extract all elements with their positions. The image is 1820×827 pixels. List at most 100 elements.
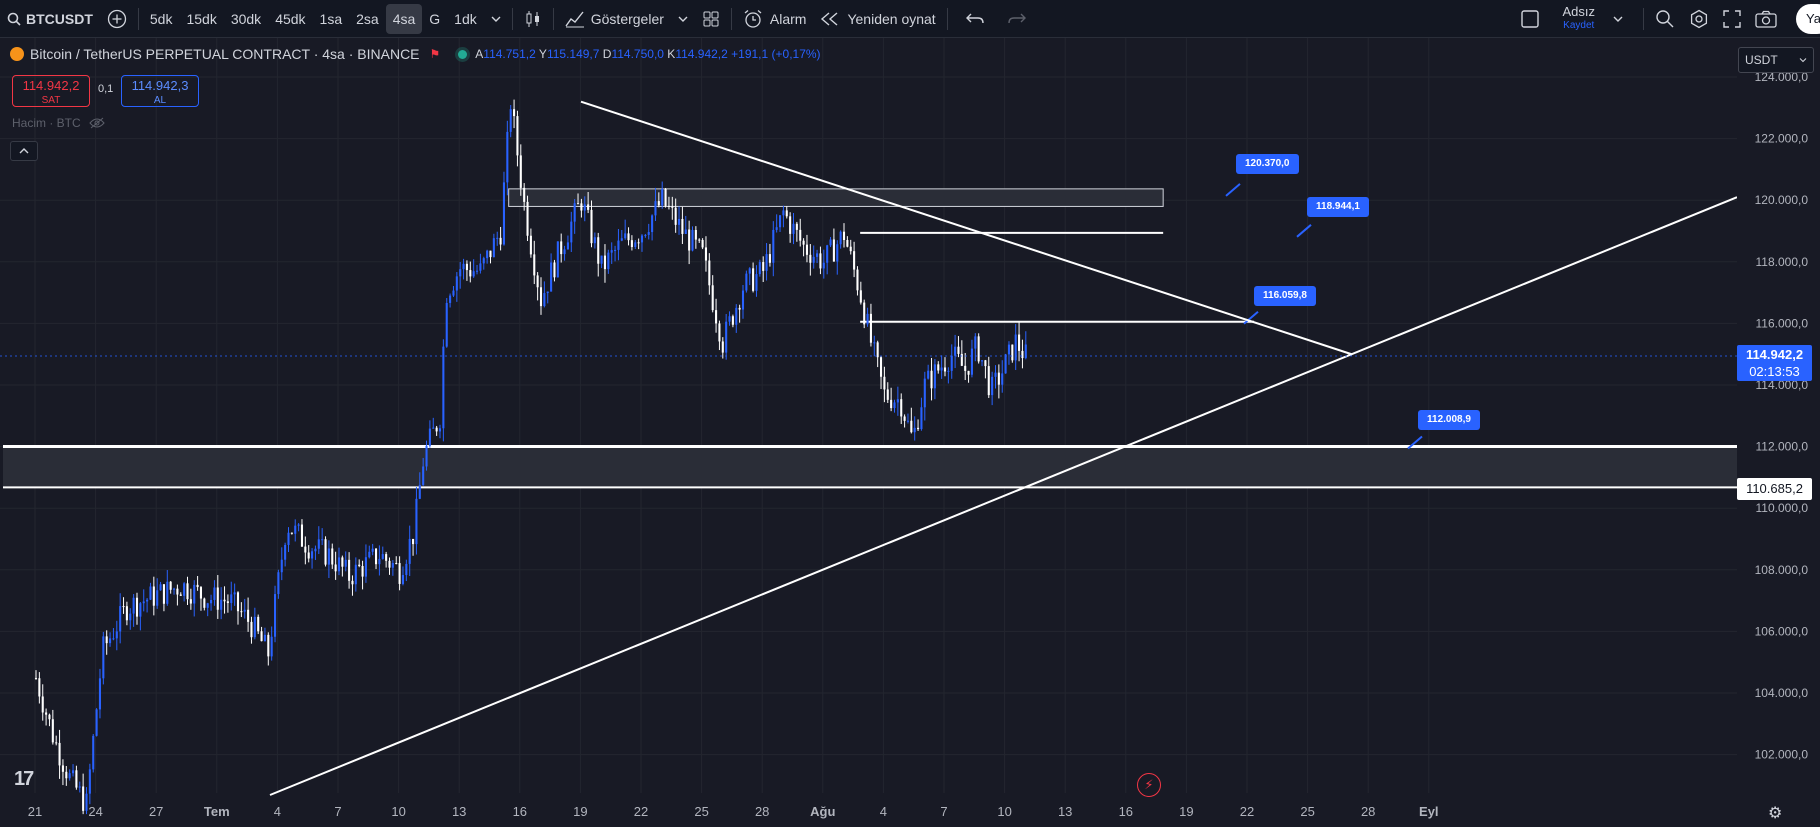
candle-body bbox=[381, 554, 384, 559]
alert-label-116059[interactable]: 116.059,8 bbox=[1254, 286, 1316, 306]
candle-body bbox=[277, 572, 280, 595]
buy-button[interactable]: 114.942,3 AL bbox=[121, 75, 199, 107]
share-button[interactable]: Ya bbox=[1796, 3, 1820, 34]
price-tick-label: 112.000,0 bbox=[1756, 440, 1809, 454]
interval-30dk[interactable]: 30dk bbox=[230, 10, 262, 27]
lightning-icon[interactable]: ⚡ bbox=[1137, 773, 1161, 797]
layouts-button[interactable] bbox=[695, 0, 727, 38]
candle-body bbox=[620, 238, 623, 241]
layout-select-button[interactable] bbox=[1508, 0, 1552, 38]
layout-menu-button[interactable] bbox=[1605, 0, 1639, 38]
chevron-down-icon bbox=[1799, 58, 1807, 63]
collapse-legend-button[interactable] bbox=[10, 141, 38, 161]
interval-15dk[interactable]: 15dk bbox=[186, 10, 217, 27]
interval-5dk[interactable]: 5dk bbox=[149, 10, 173, 27]
interval-4sa[interactable]: 4sa bbox=[385, 3, 423, 34]
eye-off-icon[interactable] bbox=[89, 117, 105, 129]
chevron-up-icon bbox=[19, 148, 29, 154]
sell-button[interactable]: 114.942,2 SAT bbox=[12, 75, 90, 107]
fullscreen-button[interactable] bbox=[1716, 0, 1748, 38]
save-layout-button[interactable]: Adsız Kaydet bbox=[1552, 4, 1605, 33]
candle-body bbox=[640, 235, 644, 243]
chevron-down-icon bbox=[491, 16, 501, 22]
candle-body bbox=[472, 271, 475, 277]
time-tick-label: 4 bbox=[880, 804, 887, 819]
candle-body bbox=[768, 254, 771, 263]
candle-body bbox=[782, 210, 785, 216]
candle-body bbox=[758, 262, 761, 275]
candle-body bbox=[374, 548, 378, 565]
interval-45dk[interactable]: 45dk bbox=[275, 10, 306, 27]
candle-body bbox=[940, 367, 943, 371]
volume-indicator[interactable]: Hacim · BTC bbox=[12, 116, 105, 130]
redo-button[interactable] bbox=[998, 0, 1036, 38]
alarm-button[interactable]: Alarm bbox=[736, 0, 814, 38]
alert-label-118944[interactable]: 118.944,1 bbox=[1307, 197, 1369, 217]
candle-body bbox=[950, 355, 953, 371]
candle-body bbox=[253, 616, 256, 638]
price-tick-label: 102.000,0 bbox=[1755, 748, 1809, 762]
candle-body bbox=[344, 559, 347, 567]
quick-search-button[interactable] bbox=[1648, 0, 1682, 38]
candle-body bbox=[826, 245, 829, 263]
chart-type-button[interactable] bbox=[517, 0, 549, 38]
candle-body bbox=[745, 273, 748, 291]
candle-body bbox=[556, 241, 559, 278]
price-axis[interactable]: 124.000,0 122.000,0 120.000,0 118.000,0 116.… bbox=[1737, 38, 1820, 827]
candle-body bbox=[661, 188, 664, 206]
legend-title[interactable]: Bitcoin / TetherUS PERPETUAL CONTRACT · … bbox=[30, 46, 420, 62]
chart-settings-icon[interactable]: ⚙ bbox=[1768, 805, 1783, 822]
undo-button[interactable] bbox=[952, 0, 998, 38]
symbol-search[interactable]: BTCUSDT bbox=[0, 0, 100, 38]
candle-body bbox=[438, 428, 442, 432]
interval-dropdown[interactable] bbox=[484, 0, 508, 38]
candle-body bbox=[193, 584, 196, 604]
candle-body bbox=[337, 557, 341, 572]
candle-body bbox=[257, 616, 260, 632]
price-chart[interactable]: 124.000,0 122.000,0 120.000,0 118.000,0 116.… bbox=[0, 38, 1820, 827]
time-tick-label: 16 bbox=[513, 804, 527, 819]
candle-body bbox=[92, 735, 95, 770]
candle-body bbox=[311, 551, 314, 559]
candle-body bbox=[119, 606, 122, 632]
alert-label-120370[interactable]: 120.370,0 bbox=[1236, 154, 1299, 174]
candle-body bbox=[812, 256, 815, 263]
candle-body bbox=[906, 420, 910, 422]
candle-body bbox=[502, 182, 506, 245]
price-tick-label: 118.000,0 bbox=[1756, 255, 1809, 269]
indicators-button[interactable]: Göstergeler bbox=[558, 0, 695, 38]
candle-body bbox=[435, 427, 438, 432]
candle-body bbox=[731, 316, 734, 325]
candle-body bbox=[371, 548, 374, 552]
time-tick-label: 13 bbox=[1058, 804, 1072, 819]
candle-body bbox=[1018, 334, 1021, 351]
candle-body bbox=[738, 307, 741, 310]
high-key: Y bbox=[538, 47, 547, 61]
candle-body bbox=[203, 598, 206, 608]
currency-select[interactable]: USDT bbox=[1738, 47, 1814, 73]
candle-body bbox=[688, 229, 691, 251]
flag-icon[interactable]: ⚑ bbox=[429, 47, 441, 61]
compare-symbol-button[interactable] bbox=[100, 0, 134, 38]
interval-G[interactable]: G bbox=[429, 10, 441, 27]
alert-label-112008[interactable]: 112.008,9 bbox=[1418, 410, 1480, 430]
settings-button[interactable] bbox=[1682, 0, 1716, 38]
interval-2sa[interactable]: 2sa bbox=[356, 10, 379, 27]
time-axis[interactable]: 21 24 27 Tem 4 7 10 13 16 19 22 25 28 Ağu 4 7 10 13 16 19 22… bbox=[28, 804, 1439, 819]
replay-button[interactable]: Yeniden oynat bbox=[813, 0, 942, 38]
interval-1dk[interactable]: 1dk bbox=[454, 10, 477, 27]
candle-body bbox=[327, 548, 330, 565]
candle-body bbox=[75, 770, 78, 788]
candle-body bbox=[243, 609, 246, 612]
candle-body bbox=[1004, 354, 1007, 374]
candle-body bbox=[294, 525, 297, 534]
tradingview-logo[interactable]: 17 bbox=[14, 768, 34, 790]
candle-body bbox=[58, 742, 61, 766]
grid-icon bbox=[703, 11, 719, 26]
candle-body bbox=[398, 563, 401, 584]
snapshot-button[interactable] bbox=[1748, 0, 1784, 38]
candle-body bbox=[627, 233, 630, 241]
time-tick-label: 24 bbox=[88, 804, 102, 819]
candle-body bbox=[863, 302, 866, 325]
interval-1sa[interactable]: 1sa bbox=[319, 10, 343, 27]
